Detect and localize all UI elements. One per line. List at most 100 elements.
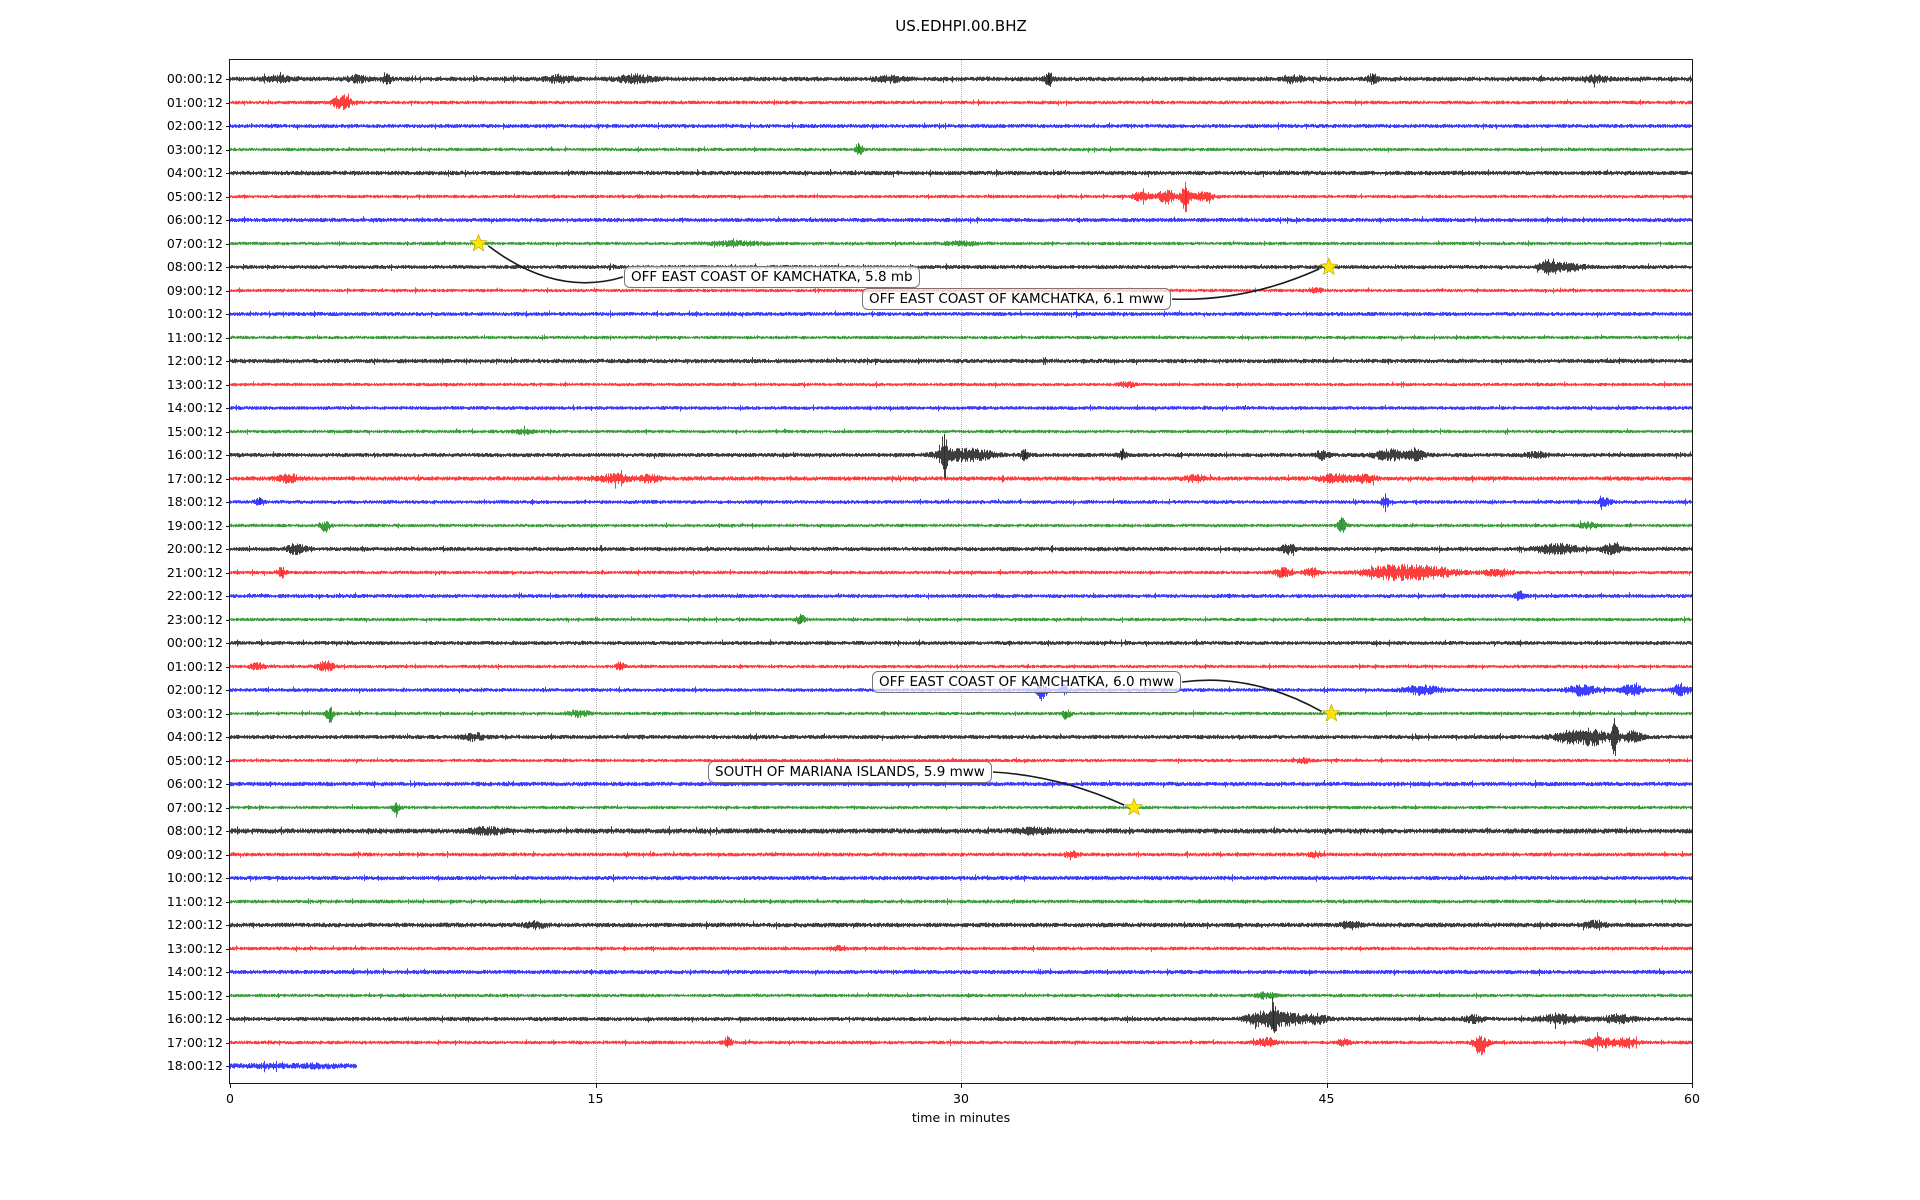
y-tick-mark xyxy=(226,666,230,668)
y-tick-mark xyxy=(226,102,230,104)
y-tick-label: 06:00:12 xyxy=(166,212,223,227)
y-tick-mark xyxy=(226,243,230,245)
y-tick-label: 22:00:12 xyxy=(166,588,223,603)
y-tick-mark xyxy=(226,737,230,738)
y-tick-label: 13:00:12 xyxy=(166,940,223,956)
y-tick-label: 04:00:12 xyxy=(166,165,223,180)
y-tick-mark xyxy=(226,525,230,527)
y-tick-mark xyxy=(226,361,230,362)
y-tick-label: 18:00:12 xyxy=(166,1058,223,1073)
y-tick-label: 08:00:12 xyxy=(166,823,223,838)
y-tick-label: 17:00:12 xyxy=(166,470,223,486)
x-tick-label: 45 xyxy=(1318,1091,1335,1106)
x-axis-title: time in minutes xyxy=(911,1110,1011,1125)
y-tick-mark xyxy=(226,948,230,950)
y-tick-mark xyxy=(226,220,230,221)
event-annotation: OFF EAST COAST OF KAMCHATKA, 6.1 mww xyxy=(862,288,1172,310)
y-tick-mark xyxy=(226,690,230,691)
y-tick-mark xyxy=(226,807,230,809)
x-tick-label: 0 xyxy=(226,1091,234,1106)
y-tick-mark xyxy=(226,290,230,292)
y-tick-label: 03:00:12 xyxy=(166,705,223,721)
y-tick-mark xyxy=(226,196,230,198)
y-tick-label: 10:00:12 xyxy=(166,306,223,321)
y-tick-label: 13:00:12 xyxy=(166,376,223,392)
y-tick-label: 09:00:12 xyxy=(166,846,223,862)
y-tick-label: 09:00:12 xyxy=(166,282,223,298)
chart-title: US.EDHPI.00.BHZ xyxy=(895,17,1027,35)
y-tick-label: 19:00:12 xyxy=(166,517,223,533)
y-tick-label: 12:00:12 xyxy=(166,353,223,368)
y-tick-label: 12:00:12 xyxy=(166,917,223,932)
y-tick-mark xyxy=(226,713,230,715)
y-tick-label: 01:00:12 xyxy=(166,658,223,674)
y-tick-label: 15:00:12 xyxy=(166,423,223,439)
x-tick-mark xyxy=(961,1084,962,1088)
x-tick-mark xyxy=(1326,1084,1328,1088)
y-tick-label: 05:00:12 xyxy=(166,188,223,204)
x-tick-label: 60 xyxy=(1684,1091,1700,1106)
y-tick-label: 16:00:12 xyxy=(166,1011,223,1026)
event-annotation: SOUTH OF MARIANA ISLANDS, 5.9 mww xyxy=(708,761,992,783)
y-tick-mark xyxy=(226,173,230,174)
y-tick-mark xyxy=(226,619,230,621)
y-tick-mark xyxy=(226,995,230,997)
x-tick-mark xyxy=(595,1084,597,1088)
y-tick-mark xyxy=(226,126,230,127)
y-tick-mark xyxy=(226,149,230,151)
y-tick-label: 21:00:12 xyxy=(166,564,223,580)
y-tick-label: 15:00:12 xyxy=(166,987,223,1003)
y-tick-mark xyxy=(226,596,230,597)
y-tick-label: 00:00:12 xyxy=(166,71,223,86)
event-annotation: OFF EAST COAST OF KAMCHATKA, 5.8 mb xyxy=(624,266,920,288)
y-tick-label: 11:00:12 xyxy=(166,329,223,345)
y-tick-label: 08:00:12 xyxy=(166,259,223,274)
y-tick-mark xyxy=(226,1019,230,1020)
y-tick-mark xyxy=(226,478,230,480)
y-tick-mark xyxy=(226,384,230,386)
y-tick-label: 03:00:12 xyxy=(166,141,223,157)
y-tick-label: 07:00:12 xyxy=(166,799,223,815)
x-tick-label: 15 xyxy=(587,1091,604,1106)
y-tick-label: 18:00:12 xyxy=(166,494,223,509)
y-tick-label: 04:00:12 xyxy=(166,729,223,744)
y-tick-mark xyxy=(226,572,230,574)
y-tick-mark xyxy=(226,431,230,433)
y-tick-mark xyxy=(226,972,230,973)
y-tick-label: 00:00:12 xyxy=(166,635,223,650)
y-tick-mark xyxy=(226,1042,230,1044)
y-tick-mark xyxy=(226,760,230,762)
y-tick-label: 07:00:12 xyxy=(166,235,223,251)
trace-canvas xyxy=(230,60,1692,1083)
y-tick-label: 02:00:12 xyxy=(166,682,223,697)
y-tick-mark xyxy=(226,502,230,503)
y-tick-label: 14:00:12 xyxy=(166,964,223,979)
y-tick-label: 10:00:12 xyxy=(166,870,223,885)
y-tick-label: 14:00:12 xyxy=(166,400,223,415)
y-tick-mark xyxy=(226,337,230,339)
y-tick-mark xyxy=(226,831,230,832)
event-annotation: OFF EAST COAST OF KAMCHATKA, 6.0 mww xyxy=(872,671,1182,693)
y-tick-mark xyxy=(226,455,230,456)
y-tick-mark xyxy=(226,643,230,644)
y-tick-mark xyxy=(226,79,230,80)
y-tick-label: 05:00:12 xyxy=(166,752,223,768)
y-tick-mark xyxy=(226,1066,230,1067)
y-tick-label: 20:00:12 xyxy=(166,541,223,556)
y-tick-label: 17:00:12 xyxy=(166,1034,223,1050)
y-tick-mark xyxy=(226,925,230,926)
y-tick-mark xyxy=(226,549,230,550)
y-tick-mark xyxy=(226,267,230,268)
y-tick-label: 06:00:12 xyxy=(166,776,223,791)
x-tick-label: 30 xyxy=(953,1091,969,1106)
x-tick-mark xyxy=(230,1084,231,1088)
y-tick-label: 16:00:12 xyxy=(166,447,223,462)
y-tick-mark xyxy=(226,314,230,315)
y-tick-mark xyxy=(226,408,230,409)
y-tick-mark xyxy=(226,878,230,879)
y-tick-label: 01:00:12 xyxy=(166,94,223,110)
y-tick-label: 11:00:12 xyxy=(166,893,223,909)
y-tick-mark xyxy=(226,901,230,903)
y-tick-label: 02:00:12 xyxy=(166,118,223,133)
